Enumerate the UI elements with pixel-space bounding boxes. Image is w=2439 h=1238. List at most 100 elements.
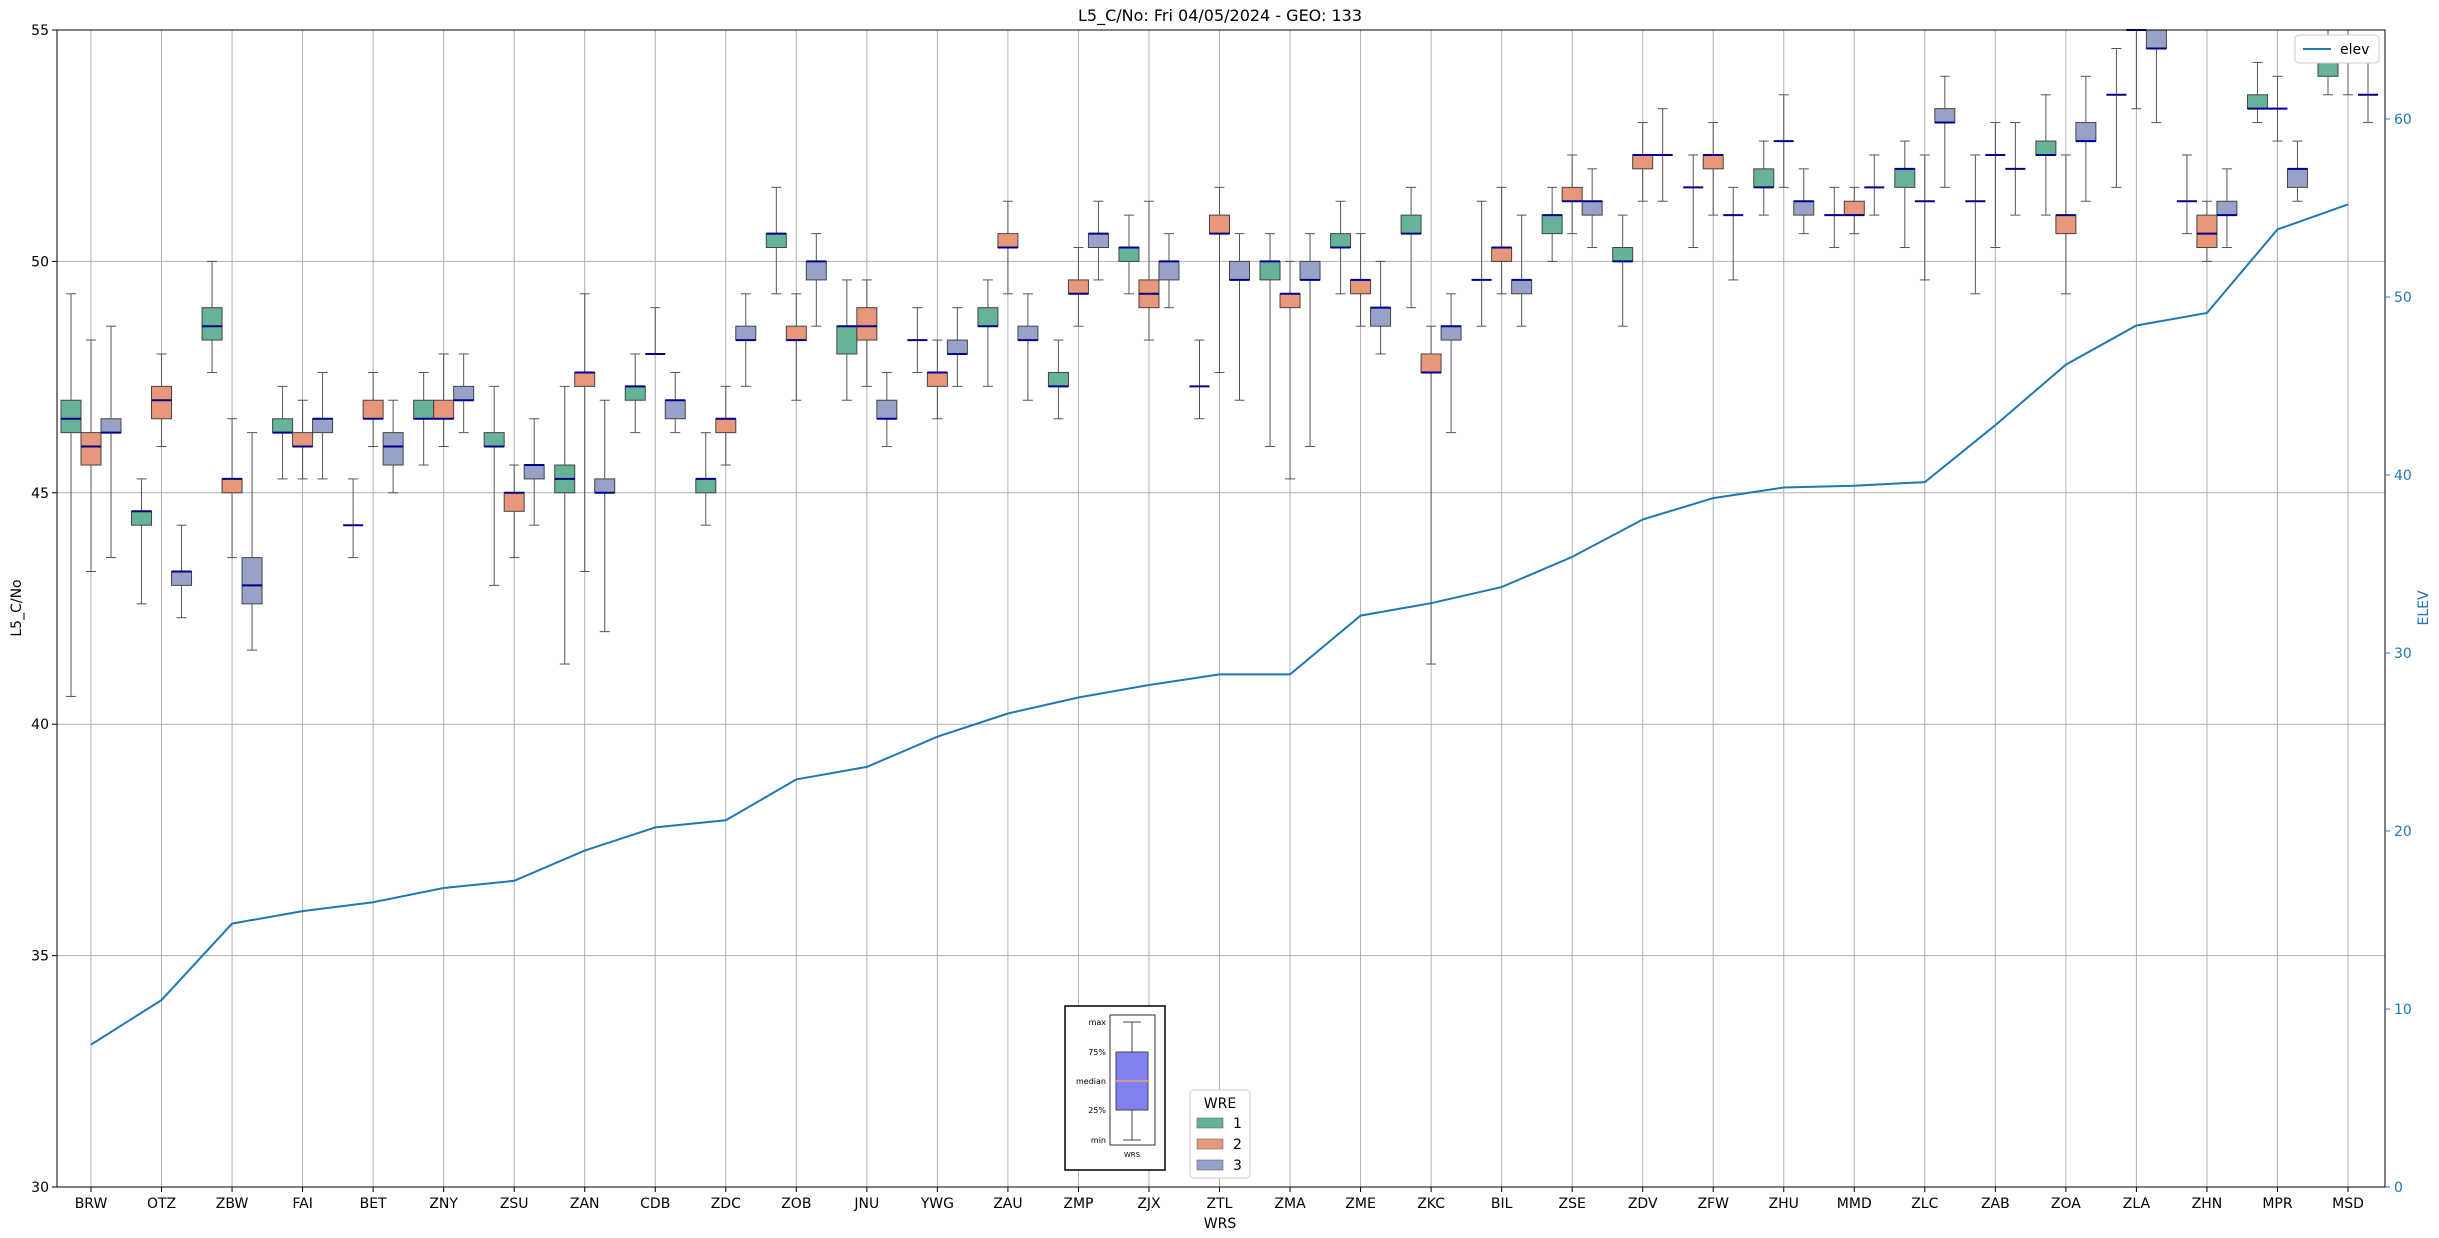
box-body: [997, 233, 1019, 249]
x-tick-label: ZAN: [570, 1196, 600, 1212]
y2-tick-label: 50: [2394, 290, 2412, 306]
x-tick-label: ZHU: [1769, 1196, 1799, 1212]
x-tick-label: ZHN: [2192, 1196, 2223, 1212]
x-tick-label: YWG: [920, 1196, 954, 1212]
plot-frame: [56, 29, 2386, 1188]
box-body: [1541, 214, 1563, 235]
box-body: [1350, 279, 1372, 295]
box-body: [60, 399, 82, 434]
box-body: [715, 418, 737, 434]
wre-legend: WRE 1 2 3: [1189, 1089, 1251, 1179]
elev-line-layer: [90, 203, 2349, 1046]
y2-tick-label: 10: [2394, 1002, 2412, 1018]
key-label-max: max: [1089, 1018, 1107, 1027]
box-body: [1511, 279, 1533, 295]
box-body: [1259, 260, 1281, 281]
box-body: [1118, 247, 1140, 262]
box-body: [382, 432, 404, 466]
box-body: [2246, 94, 2268, 110]
box-body: [312, 418, 334, 434]
y-tick-label: 30: [31, 1180, 49, 1196]
box-body: [272, 418, 294, 434]
key-label-min: min: [1091, 1136, 1106, 1145]
x-tick-label: ZLA: [2123, 1196, 2151, 1212]
x-tick-label: ZDV: [1628, 1196, 1658, 1212]
box-layer: [60, 29, 2378, 697]
box-body: [1087, 233, 1109, 249]
box-body: [80, 432, 102, 466]
x-tick-label: BIL: [1491, 1196, 1513, 1212]
box-body: [2196, 214, 2218, 249]
box-body: [1067, 279, 1089, 295]
x-tick-label: ZJX: [1137, 1196, 1161, 1212]
wre-legend-swatch-1: [1196, 1117, 1224, 1129]
box-body: [624, 385, 646, 401]
box-body: [2317, 61, 2339, 77]
box-body: [1017, 325, 1039, 341]
box-body: [1279, 293, 1301, 309]
x-tick-label: CDB: [640, 1196, 670, 1212]
x-tick-label: ZNY: [429, 1196, 458, 1212]
box-body: [1632, 154, 1654, 170]
box-body: [1047, 371, 1069, 387]
wre-legend-label-2: 2: [1233, 1137, 1242, 1153]
x-tick-label: ZFW: [1697, 1196, 1729, 1212]
y2-axis-label: ELEV: [2416, 590, 2432, 625]
x-tick-label: ZKC: [1417, 1196, 1445, 1212]
y2-tick-label: 60: [2394, 112, 2412, 128]
box-body: [413, 399, 435, 420]
y-tick-label: 35: [31, 949, 49, 965]
box-body: [1400, 214, 1422, 235]
box-body: [876, 399, 898, 420]
box-body: [453, 385, 475, 401]
key-caption: WRS: [1124, 1151, 1141, 1159]
x-tick-label: ZLC: [1911, 1196, 1938, 1212]
box-body: [856, 307, 878, 341]
elev-legend: elev: [2294, 34, 2380, 64]
key-inset: max 75% median 25% min WRS: [1064, 1005, 1166, 1171]
box-body: [433, 399, 455, 420]
box-body: [1330, 233, 1352, 249]
chart-title: L5_C/No: Fri 04/05/2024 - GEO: 133: [1078, 6, 1362, 26]
box-body: [362, 399, 384, 420]
box-body: [1612, 247, 1634, 262]
box-body: [1843, 200, 1865, 216]
box-body: [1229, 260, 1250, 281]
box-body: [1793, 200, 1815, 216]
box-body: [836, 325, 858, 355]
box-body: [664, 399, 686, 420]
box-body: [2216, 200, 2238, 216]
x-tick-label: ZSU: [500, 1196, 529, 1212]
x-tick-label: ZMA: [1274, 1196, 1306, 1212]
x-tick-label: JNU: [853, 1196, 879, 1212]
box-body: [131, 510, 153, 526]
x-tick-label: MPR: [2262, 1196, 2293, 1212]
box-body: [1702, 154, 1724, 170]
box-body: [100, 418, 122, 434]
box-body: [735, 325, 757, 341]
box-body: [2035, 140, 2057, 156]
box-body: [946, 339, 968, 355]
box-body: [1491, 247, 1513, 262]
box-body: [2075, 122, 2097, 142]
key-inset-frame: [1064, 1005, 1166, 1171]
x-tick-label: ZAU: [993, 1196, 1022, 1212]
box-body: [1753, 168, 1775, 188]
x-tick-label: BRW: [75, 1196, 108, 1212]
box-body: [1894, 168, 1916, 188]
key-inset-inner-frame: [1109, 1014, 1156, 1146]
box-body: [241, 557, 263, 605]
x-tick-label: ZBW: [216, 1196, 249, 1212]
box-body: [765, 233, 787, 249]
y2-tick-label: 40: [2394, 468, 2412, 484]
x-tick-label: BET: [360, 1196, 387, 1212]
box-body: [483, 432, 505, 448]
box-body: [171, 570, 193, 586]
y-axis-label: L5_C/No: [9, 579, 25, 636]
box-body: [1934, 108, 1956, 124]
axes: BRW OTZ ZBW FAI BET ZNY ZSU ZAN CDB ZDC ZOB JNU YWG Z…: [31, 23, 2412, 1212]
y2-tick-label: 20: [2394, 824, 2412, 840]
y-tick-label: 45: [31, 486, 49, 502]
wre-legend-frame: [1189, 1089, 1251, 1179]
